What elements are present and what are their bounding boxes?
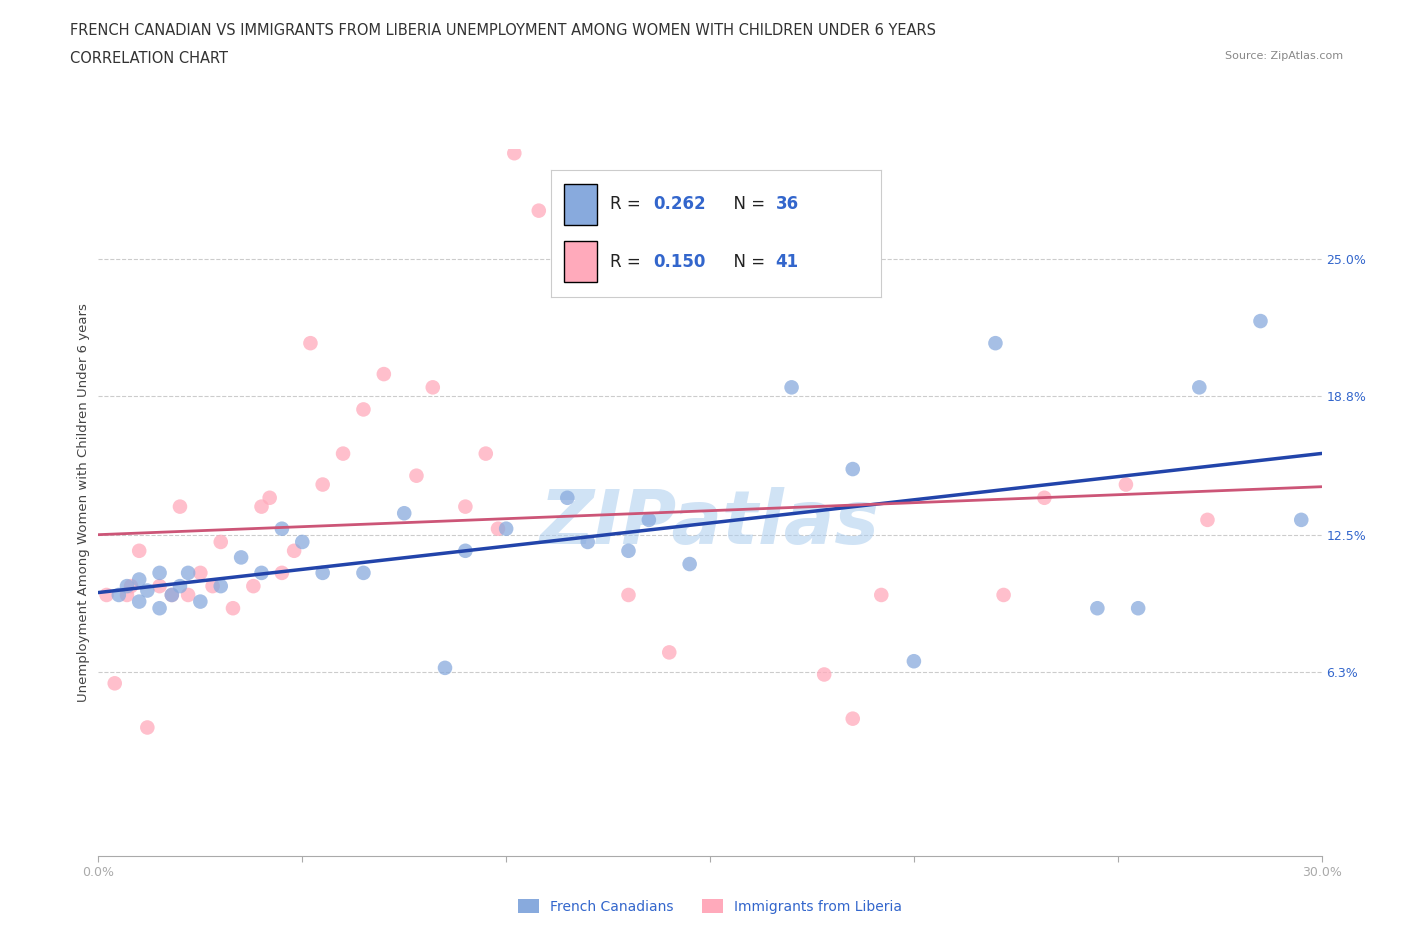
Point <box>222 601 245 616</box>
Text: CORRELATION CHART: CORRELATION CHART <box>70 51 228 66</box>
Point <box>291 535 314 550</box>
Point <box>177 588 200 603</box>
Point <box>1033 490 1056 505</box>
Point <box>576 225 599 240</box>
Point <box>209 578 232 593</box>
Point <box>617 543 640 558</box>
Point <box>405 469 427 484</box>
Point <box>209 535 232 550</box>
Point <box>352 565 374 580</box>
Point <box>242 578 264 593</box>
Point <box>841 461 863 476</box>
Point <box>373 366 395 381</box>
Point <box>984 336 1007 351</box>
Point <box>495 521 517 536</box>
Point <box>1128 601 1150 616</box>
Point <box>993 588 1015 603</box>
Point <box>250 565 273 580</box>
Point <box>1249 313 1271 328</box>
Point <box>188 594 212 609</box>
Text: 0.262: 0.262 <box>654 195 706 213</box>
Text: N =: N = <box>723 195 770 213</box>
Text: ZIPatlas: ZIPatlas <box>540 487 880 560</box>
Point <box>299 336 322 351</box>
Text: 36: 36 <box>776 195 799 213</box>
Text: R =: R = <box>610 253 647 271</box>
Point <box>312 477 335 492</box>
Point <box>1188 380 1211 395</box>
Point <box>128 594 150 609</box>
Point <box>270 521 294 536</box>
Point <box>658 645 681 660</box>
Point <box>283 543 305 558</box>
Point <box>1085 601 1108 616</box>
Point <box>1197 512 1219 527</box>
Legend: French Canadians, Immigrants from Liberia: French Canadians, Immigrants from Liberi… <box>513 894 907 920</box>
Point <box>474 446 498 461</box>
Point <box>486 521 509 536</box>
Text: 41: 41 <box>776 253 799 271</box>
Point <box>312 565 335 580</box>
Point <box>115 578 138 593</box>
Point <box>104 676 127 691</box>
Point <box>108 588 131 603</box>
Point <box>1115 477 1137 492</box>
Point <box>169 499 191 514</box>
Text: 0.150: 0.150 <box>654 253 706 271</box>
FancyBboxPatch shape <box>564 184 598 225</box>
Point <box>638 512 661 527</box>
Point <box>201 578 224 593</box>
Point <box>576 535 599 550</box>
Point <box>813 667 835 682</box>
Point <box>128 543 150 558</box>
Point <box>149 578 172 593</box>
Point <box>903 654 925 669</box>
Point <box>332 446 354 461</box>
Text: FRENCH CANADIAN VS IMMIGRANTS FROM LIBERIA UNEMPLOYMENT AMONG WOMEN WITH CHILDRE: FRENCH CANADIAN VS IMMIGRANTS FROM LIBER… <box>70 23 936 38</box>
Point <box>454 499 477 514</box>
Point <box>270 565 294 580</box>
Point <box>617 588 640 603</box>
Text: Source: ZipAtlas.com: Source: ZipAtlas.com <box>1225 51 1343 61</box>
Point <box>780 380 803 395</box>
Point <box>259 490 281 505</box>
Point <box>250 499 273 514</box>
Point <box>96 588 118 603</box>
FancyBboxPatch shape <box>564 241 598 282</box>
Point <box>169 578 191 593</box>
Point <box>870 588 893 603</box>
Point <box>503 146 526 161</box>
Point <box>120 578 142 593</box>
Point <box>679 556 702 571</box>
Point <box>149 601 172 616</box>
Text: N =: N = <box>723 253 770 271</box>
Point <box>392 506 416 521</box>
Point <box>149 565 172 580</box>
Point <box>136 583 159 598</box>
Point <box>422 380 444 395</box>
Point <box>434 660 457 675</box>
Y-axis label: Unemployment Among Women with Children Under 6 years: Unemployment Among Women with Children U… <box>77 303 90 701</box>
Point <box>160 588 183 603</box>
Point <box>128 572 150 587</box>
Point <box>231 550 253 565</box>
Point <box>557 490 579 505</box>
Point <box>527 204 550 219</box>
Point <box>352 402 374 417</box>
Point <box>136 720 159 735</box>
Text: R =: R = <box>610 195 647 213</box>
Point <box>188 565 212 580</box>
Point <box>454 543 477 558</box>
Point <box>160 588 183 603</box>
Point <box>841 711 863 726</box>
Point <box>115 588 138 603</box>
Point <box>177 565 200 580</box>
Point <box>1291 512 1313 527</box>
